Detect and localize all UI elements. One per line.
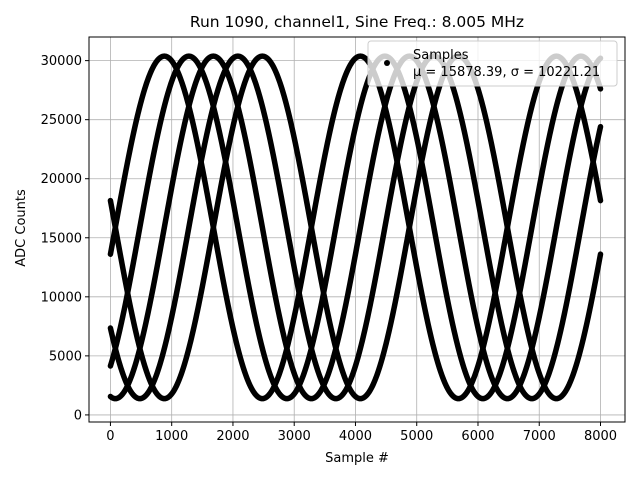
x-axis-label: Sample #	[325, 451, 389, 466]
legend: Samples μ = 15878.39, σ = 10221.21	[367, 40, 618, 87]
y-tick-label: 10000	[41, 290, 82, 305]
x-tick-label: 2000	[216, 429, 249, 444]
x-tick-label: 6000	[461, 429, 494, 444]
legend-marker-icon	[384, 60, 390, 66]
chart-title: Run 1090, channel1, Sine Freq.: 8.005 MH…	[190, 13, 524, 31]
x-tick-label: 7000	[523, 429, 556, 444]
plot-frame	[88, 36, 626, 423]
legend-series-name: Samples	[413, 48, 469, 63]
y-tick-label: 20000	[41, 172, 82, 187]
plot-data	[107, 53, 604, 402]
sample-trace	[107, 53, 604, 402]
y-axis-label: ADC Counts	[14, 189, 29, 267]
legend-box	[367, 40, 618, 87]
x-tick-label: 4000	[339, 429, 372, 444]
y-tick-label: 15000	[41, 231, 82, 246]
x-axis-ticks: 0 1000 2000 3000 4000 5000 6000 7000 8000	[106, 422, 617, 444]
x-tick-label: 3000	[278, 429, 311, 444]
y-tick-label: 30000	[41, 54, 82, 69]
x-tick-label: 8000	[584, 429, 617, 444]
y-tick-label: 25000	[41, 113, 82, 128]
y-tick-label: 0	[74, 408, 82, 423]
x-tick-label: 1000	[155, 429, 188, 444]
legend-stats-label: μ = 15878.39, σ = 10221.21	[413, 65, 600, 80]
x-tick-label: 0	[106, 429, 114, 444]
sample-trace	[107, 53, 604, 402]
x-tick-label: 5000	[400, 429, 433, 444]
y-tick-label: 5000	[49, 349, 82, 364]
sample-trace	[107, 53, 604, 402]
y-axis-ticks: 0 5000 10000 15000 20000 25000 30000	[41, 54, 89, 423]
